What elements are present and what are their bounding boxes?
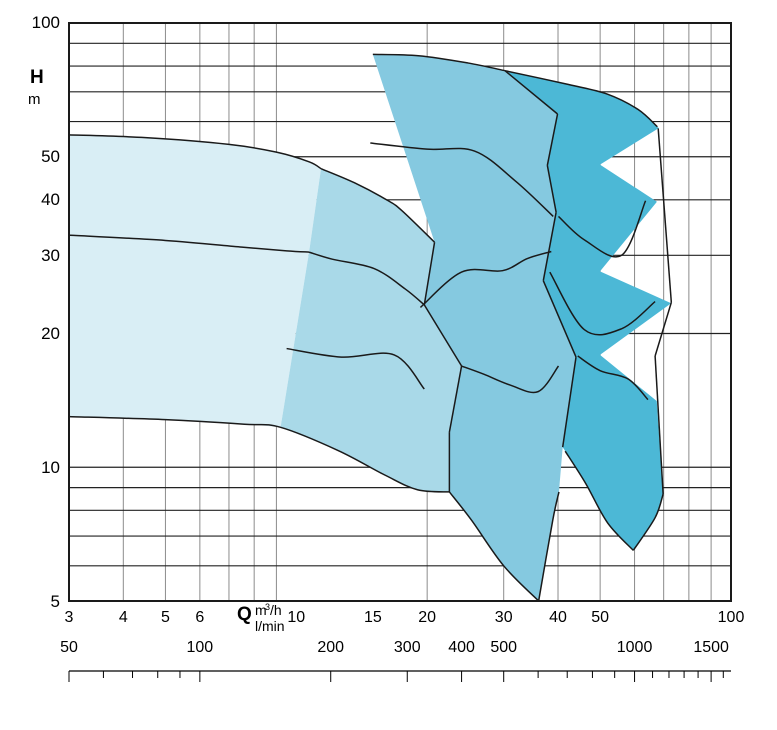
- svg-text:30: 30: [495, 609, 513, 626]
- svg-text:50: 50: [60, 639, 78, 656]
- svg-text:Q: Q: [237, 604, 252, 625]
- svg-text:100: 100: [32, 13, 60, 32]
- svg-text:l/min: l/min: [255, 618, 285, 634]
- svg-text:3: 3: [65, 609, 74, 626]
- svg-text:100: 100: [718, 609, 745, 626]
- svg-text:15: 15: [364, 609, 382, 626]
- svg-text:4: 4: [119, 609, 128, 626]
- svg-text:40: 40: [549, 609, 567, 626]
- svg-text:50: 50: [41, 147, 60, 166]
- svg-text:200: 200: [317, 639, 344, 656]
- svg-text:30: 30: [41, 246, 60, 265]
- svg-text:10: 10: [287, 609, 305, 626]
- svg-text:1000: 1000: [617, 639, 653, 656]
- svg-text:/h: /h: [270, 602, 282, 618]
- svg-text:5: 5: [51, 592, 60, 611]
- svg-text:m: m: [28, 91, 41, 108]
- svg-text:400: 400: [448, 639, 475, 656]
- svg-text:300: 300: [394, 639, 421, 656]
- svg-text:20: 20: [418, 609, 436, 626]
- svg-text:H: H: [30, 67, 44, 88]
- svg-text:40: 40: [41, 190, 60, 209]
- svg-text:10: 10: [41, 458, 60, 477]
- svg-text:6: 6: [195, 609, 204, 626]
- svg-text:1500: 1500: [693, 639, 729, 656]
- svg-text:20: 20: [41, 324, 60, 343]
- svg-text:500: 500: [490, 639, 517, 656]
- svg-text:5: 5: [161, 609, 170, 626]
- svg-text:100: 100: [187, 639, 214, 656]
- svg-text:50: 50: [591, 609, 609, 626]
